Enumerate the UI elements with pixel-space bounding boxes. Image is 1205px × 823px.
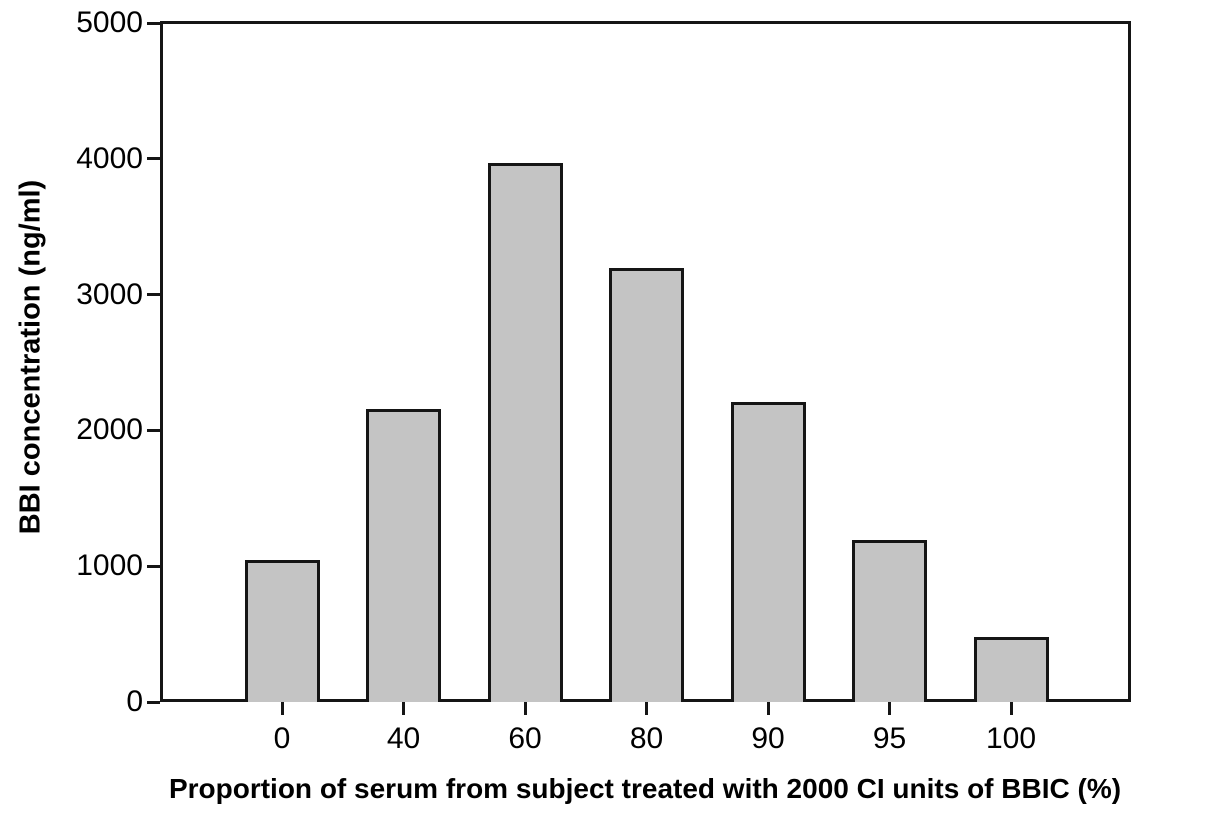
x-tick-label: 95	[872, 722, 907, 755]
x-axis-title: Proportion of serum from subject treated…	[168, 773, 1122, 804]
x-tick-label: 60	[508, 722, 542, 755]
x-tick-label: 0	[273, 722, 291, 755]
y-tick	[147, 564, 160, 568]
y-tick	[147, 21, 160, 25]
y-tick-label: 1000	[76, 549, 143, 583]
x-tick	[888, 702, 891, 715]
y-tick-label: 2000	[76, 413, 143, 447]
y-tick-label: 3000	[76, 277, 143, 311]
bar	[609, 268, 684, 702]
y-tick	[147, 700, 160, 704]
x-tick-label: 40	[386, 722, 421, 755]
x-tick-label: 90	[751, 722, 785, 755]
bar	[487, 163, 563, 702]
bar	[973, 637, 1049, 702]
x-tick	[402, 702, 405, 715]
x-tick-label: 80	[629, 722, 664, 755]
y-tick-label: 5000	[76, 6, 143, 39]
x-tick-label: 100	[985, 722, 1037, 755]
bar	[244, 560, 320, 702]
y-axis-title: BBI concentration (ng/ml)	[14, 179, 47, 535]
x-tick	[523, 702, 527, 715]
x-tick	[280, 702, 284, 715]
x-tick	[766, 702, 770, 715]
y-tick	[147, 157, 160, 161]
x-tick	[645, 702, 648, 715]
bar	[366, 409, 441, 702]
y-tick	[147, 293, 160, 297]
y-tick-label: 4000	[76, 141, 143, 175]
y-tick	[147, 428, 160, 432]
x-tick	[1009, 702, 1013, 715]
bar	[852, 540, 927, 702]
y-tick-label: 0	[126, 685, 143, 718]
bar	[730, 402, 806, 702]
